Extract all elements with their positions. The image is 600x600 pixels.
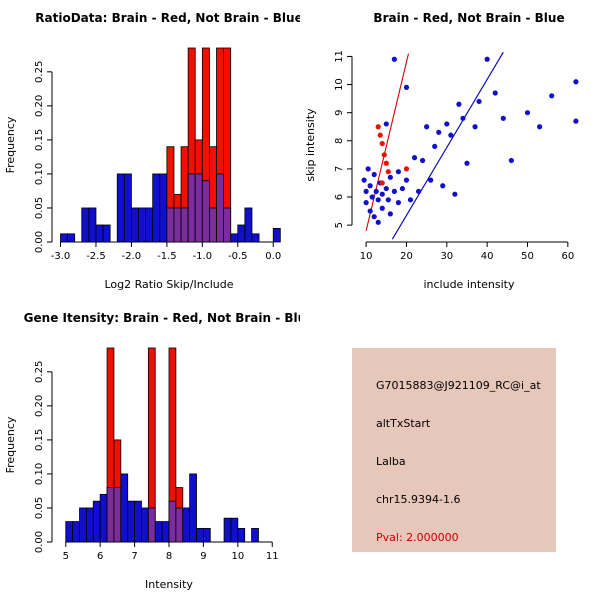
svg-text:0.20: 0.20 xyxy=(34,95,45,117)
probe-id-text: G7015883@J921109_RC@i_at xyxy=(376,379,541,392)
svg-text:-2.0: -2.0 xyxy=(122,251,142,262)
svg-text:0.00: 0.00 xyxy=(34,531,45,553)
svg-text:9: 9 xyxy=(200,551,206,562)
svg-text:20: 20 xyxy=(400,251,413,262)
svg-text:60: 60 xyxy=(561,251,574,262)
svg-text:11: 11 xyxy=(334,50,345,63)
ratio-histogram-chart: RatioData: Brain - Red, Not Brain - Blue… xyxy=(4,11,300,291)
panel-intensity-scatter: Brain - Red, Not Brain - Blue 10 20 30 40 50 6… xyxy=(300,0,600,300)
svg-text:Frequency: Frequency xyxy=(4,116,17,173)
panel-ratio-histogram: RatioData: Brain - Red, Not Brain - Blue… xyxy=(0,0,300,300)
svg-text:11: 11 xyxy=(266,551,279,562)
svg-text:0.15: 0.15 xyxy=(34,429,45,451)
svg-text:40: 40 xyxy=(481,251,494,262)
svg-text:8: 8 xyxy=(334,138,345,144)
svg-text:skip intensity: skip intensity xyxy=(304,108,317,182)
svg-text:Log2 Ratio Skip/Include: Log2 Ratio Skip/Include xyxy=(104,278,233,291)
svg-text:0.05: 0.05 xyxy=(34,497,45,519)
svg-text:7: 7 xyxy=(334,166,345,172)
svg-text:0.25: 0.25 xyxy=(34,61,45,83)
panel-gene-info: G7015883@J921109_RC@i_at altTxStart Lalb… xyxy=(300,300,600,600)
svg-text:RatioData: Brain - Red, Not Br: RatioData: Brain - Red, Not Brain - Blue xyxy=(35,11,300,25)
svg-text:-1.5: -1.5 xyxy=(157,251,177,262)
svg-text:0.10: 0.10 xyxy=(34,163,45,185)
svg-text:-3.0: -3.0 xyxy=(51,251,71,262)
svg-text:Gene Itensity: Brain - Red, No: Gene Itensity: Brain - Red, Not Brain - … xyxy=(24,311,300,325)
svg-text:-0.5: -0.5 xyxy=(228,251,248,262)
svg-text:-2.5: -2.5 xyxy=(86,251,106,262)
svg-text:0.10: 0.10 xyxy=(34,463,45,485)
gene-intensity-histogram-chart: Gene Itensity: Brain - Red, Not Brain - … xyxy=(4,311,300,591)
gene-symbol-text: Lalba xyxy=(376,455,406,468)
svg-text:30: 30 xyxy=(440,251,453,262)
pval-text: Pval: 2.000000 xyxy=(376,531,459,544)
svg-text:0.20: 0.20 xyxy=(34,395,45,417)
svg-text:6: 6 xyxy=(334,194,345,200)
alt-event-text: altTxStart xyxy=(376,417,431,430)
svg-text:0.00: 0.00 xyxy=(34,231,45,253)
gene-info-card: G7015883@J921109_RC@i_at altTxStart Lalb… xyxy=(352,348,556,552)
svg-text:9: 9 xyxy=(334,109,345,115)
intensity-scatter-chart: Brain - Red, Not Brain - Blue 10 20 30 40 50 6… xyxy=(304,11,579,291)
svg-text:0.05: 0.05 xyxy=(34,197,45,219)
genomic-location-text: chr15.9394-1.6 xyxy=(376,493,461,506)
svg-text:Intensity: Intensity xyxy=(145,578,193,591)
svg-text:-1.0: -1.0 xyxy=(193,251,213,262)
svg-text:Brain - Red, Not Brain - Blue: Brain - Red, Not Brain - Blue xyxy=(373,11,564,25)
svg-text:8: 8 xyxy=(166,551,172,562)
svg-text:5: 5 xyxy=(334,222,345,228)
svg-text:5: 5 xyxy=(63,551,69,562)
panel-gene-intensity-histogram: Gene Itensity: Brain - Red, Not Brain - … xyxy=(0,300,300,600)
svg-text:Frequency: Frequency xyxy=(4,416,17,473)
svg-text:6: 6 xyxy=(97,551,103,562)
svg-text:0.15: 0.15 xyxy=(34,129,45,151)
svg-text:10: 10 xyxy=(231,551,244,562)
svg-text:include intensity: include intensity xyxy=(423,278,515,291)
svg-text:10: 10 xyxy=(334,78,345,91)
svg-text:0.25: 0.25 xyxy=(34,361,45,383)
svg-text:7: 7 xyxy=(131,551,137,562)
svg-text:10: 10 xyxy=(360,251,373,262)
svg-text:50: 50 xyxy=(521,251,534,262)
svg-text:0.0: 0.0 xyxy=(265,251,281,262)
